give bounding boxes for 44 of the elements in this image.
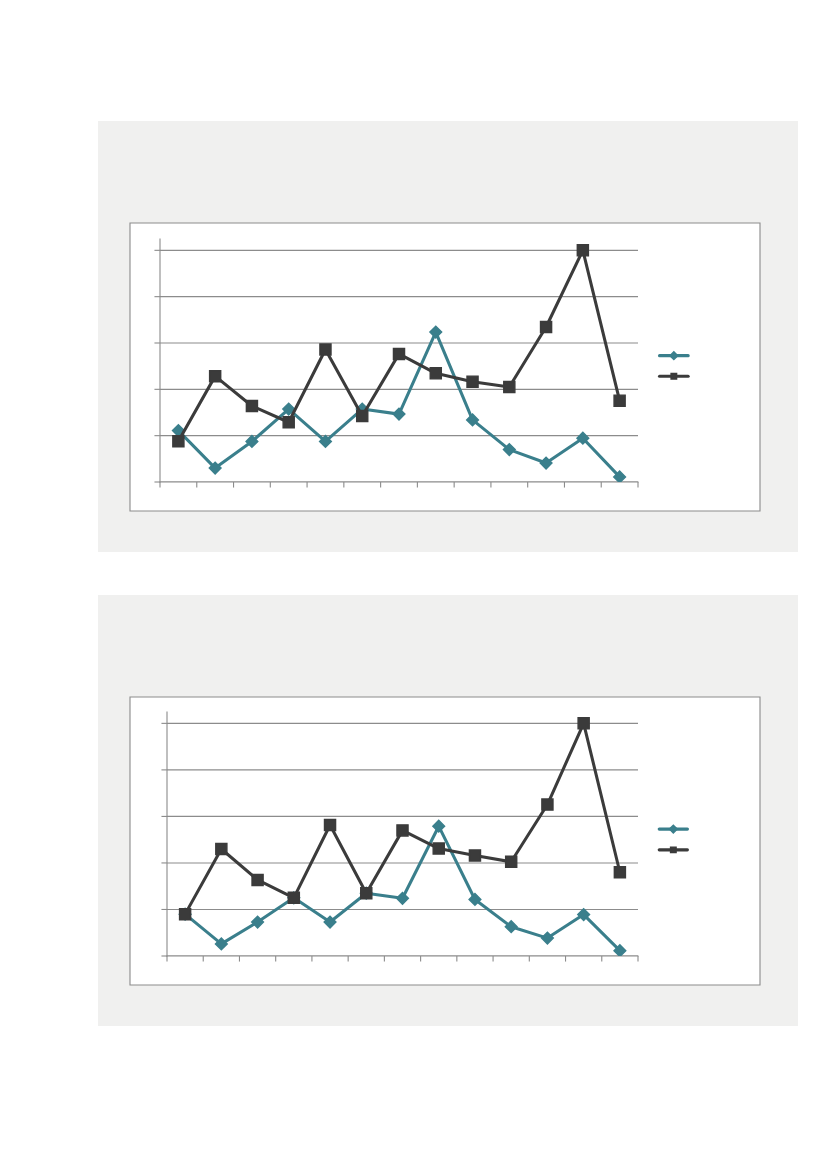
point <box>215 842 228 856</box>
point <box>172 434 185 448</box>
point <box>613 470 627 482</box>
point <box>468 849 482 862</box>
point <box>503 380 516 394</box>
point <box>504 920 518 934</box>
point <box>502 442 516 457</box>
point <box>432 819 446 833</box>
point <box>250 915 265 929</box>
point <box>323 818 337 832</box>
point <box>282 402 296 416</box>
point <box>466 375 479 388</box>
point <box>432 842 445 855</box>
point <box>392 347 406 361</box>
point <box>504 855 518 869</box>
point <box>395 891 410 905</box>
point <box>577 717 590 730</box>
point <box>208 369 222 383</box>
point <box>245 399 259 413</box>
point <box>465 413 480 427</box>
point <box>396 824 409 837</box>
point <box>576 431 590 445</box>
point <box>577 908 591 922</box>
point <box>214 937 228 951</box>
point <box>539 320 553 334</box>
point <box>319 343 332 356</box>
point <box>539 456 553 470</box>
point <box>613 866 627 879</box>
point <box>251 873 264 887</box>
point <box>392 407 406 421</box>
point <box>613 944 627 956</box>
point <box>613 394 626 407</box>
point <box>429 367 443 380</box>
point <box>318 434 333 449</box>
point <box>540 931 555 945</box>
point <box>355 409 369 423</box>
point <box>541 798 554 811</box>
point <box>208 461 222 475</box>
point <box>245 434 259 449</box>
point <box>323 915 337 929</box>
point <box>429 325 443 339</box>
point <box>468 892 482 907</box>
point <box>576 244 590 257</box>
point <box>282 415 295 429</box>
